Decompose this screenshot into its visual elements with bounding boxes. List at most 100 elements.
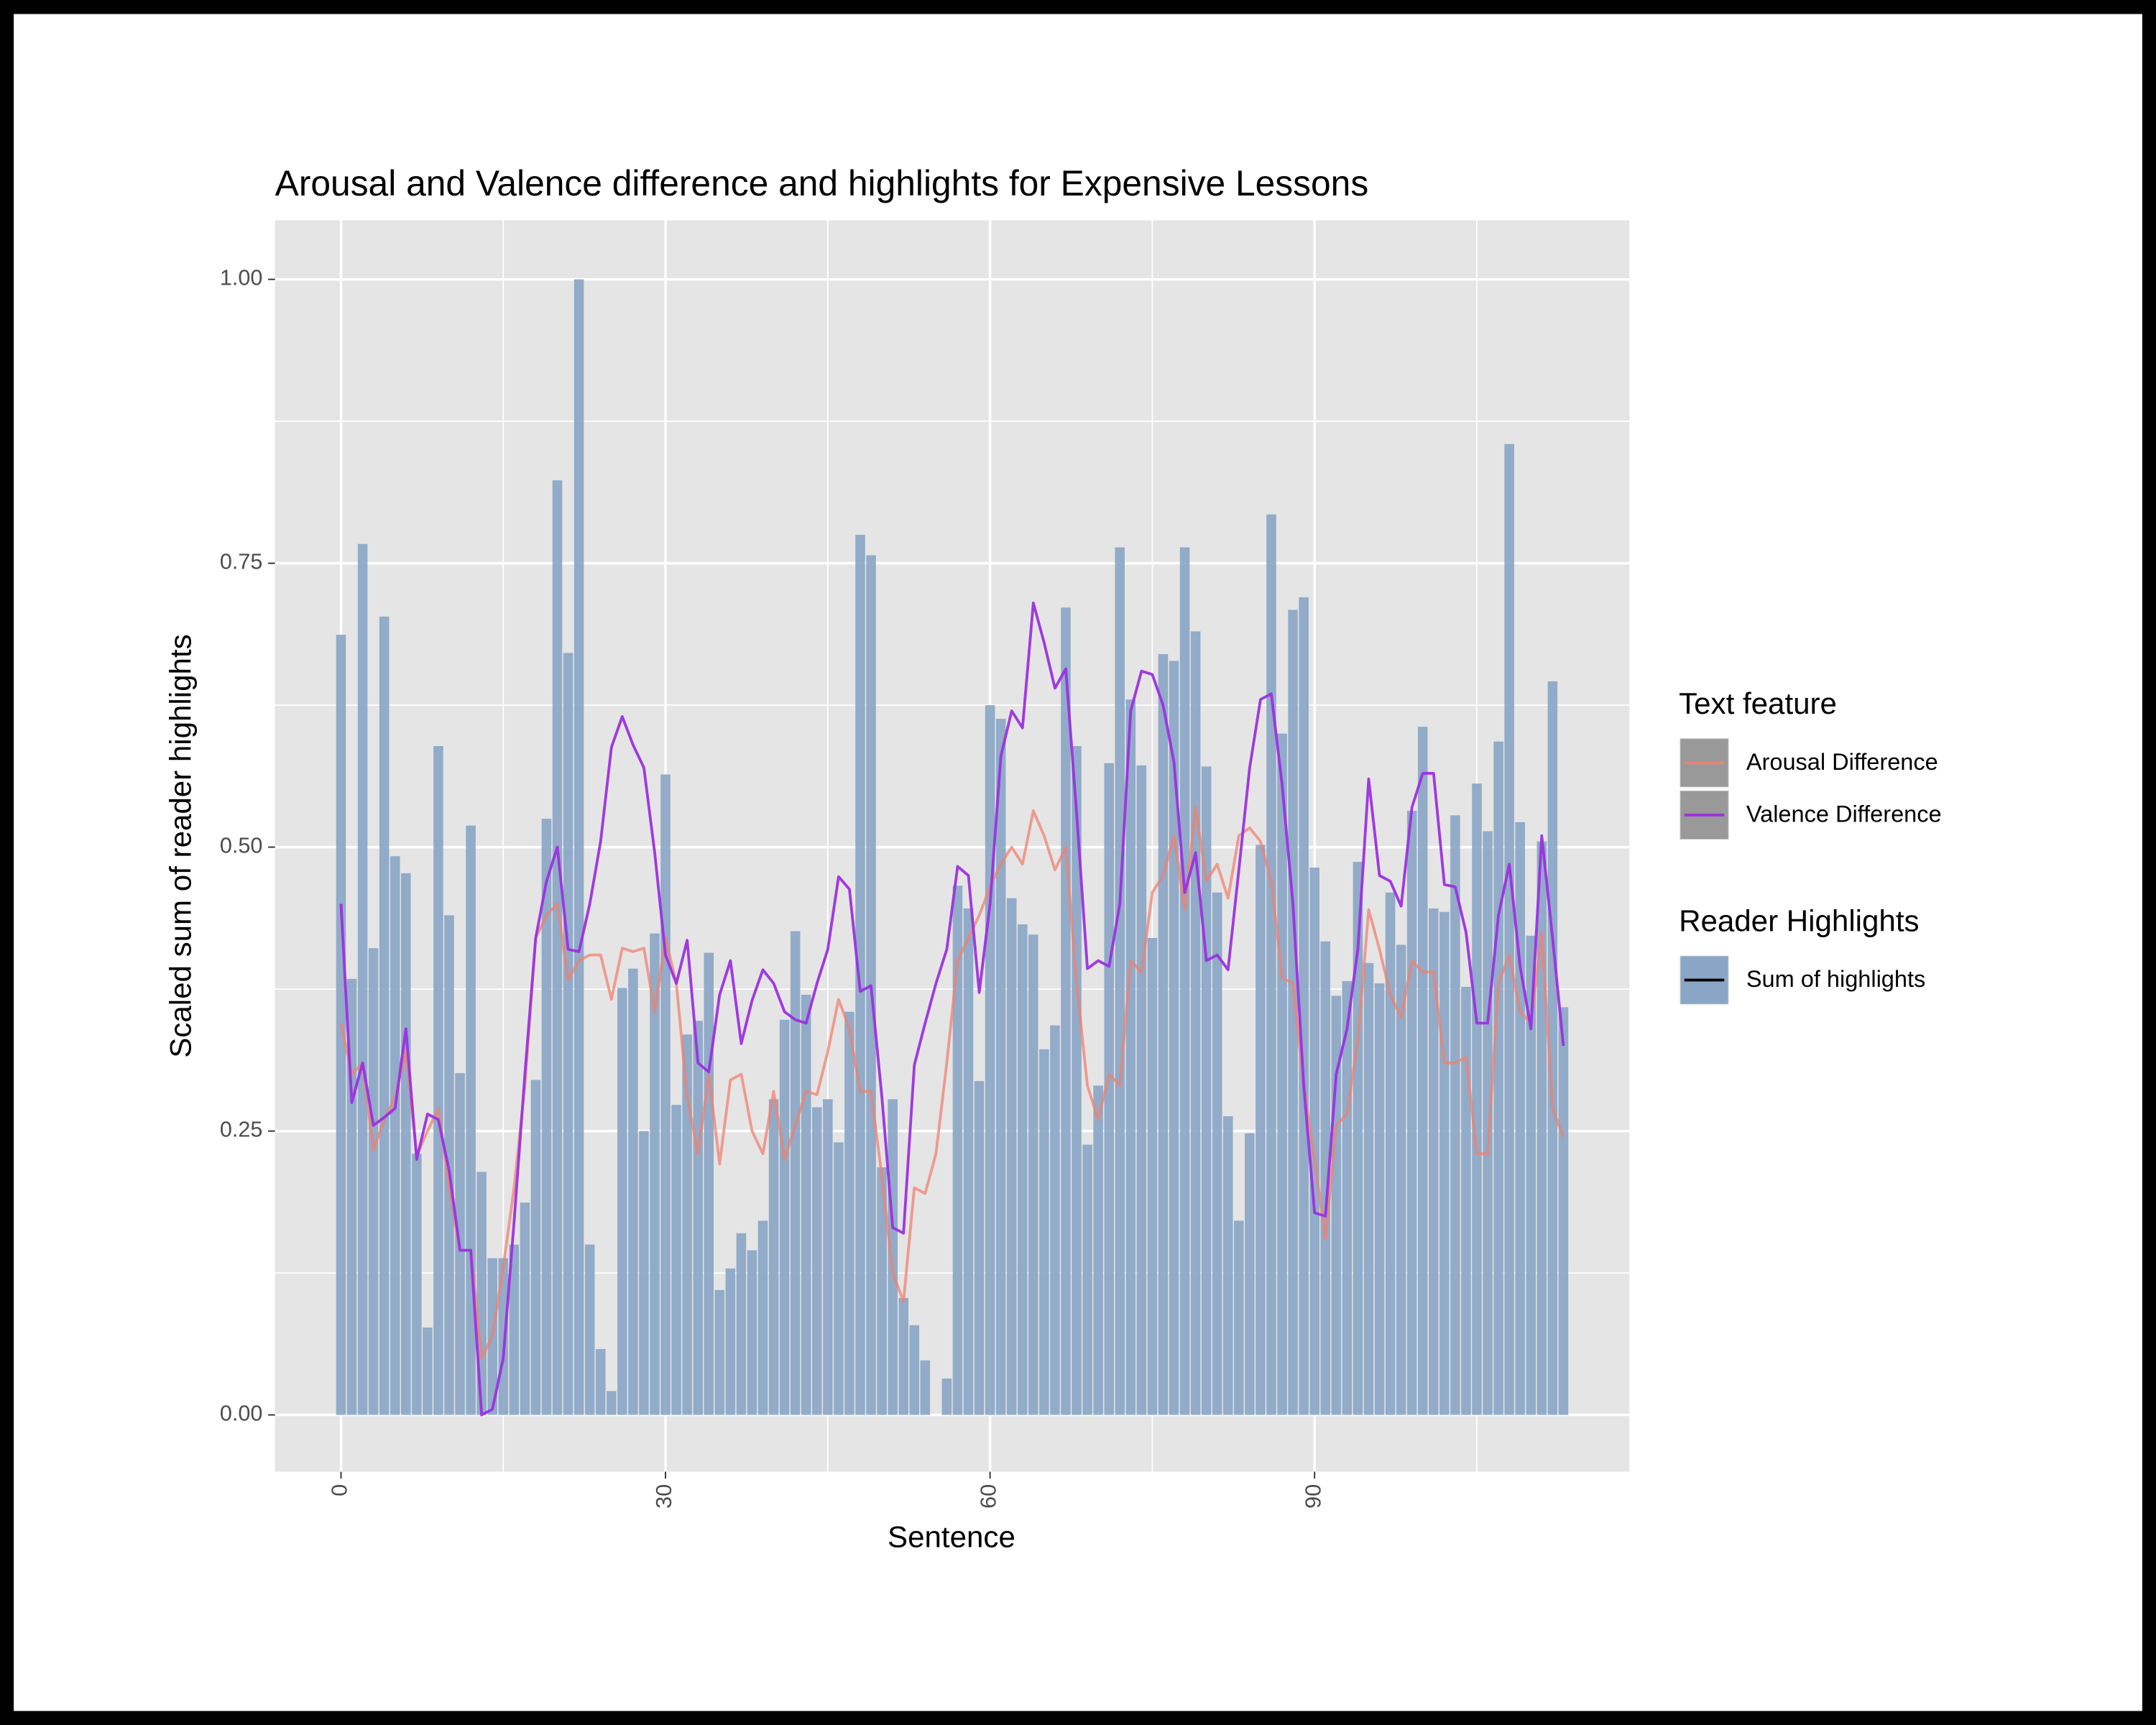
bar bbox=[790, 931, 801, 1415]
marks bbox=[336, 279, 1569, 1417]
bar bbox=[985, 705, 995, 1415]
bar bbox=[1374, 983, 1385, 1415]
bar bbox=[1212, 892, 1222, 1415]
bar bbox=[1299, 597, 1309, 1415]
y-tick-label: 0.75 bbox=[220, 550, 263, 574]
bar bbox=[1547, 681, 1558, 1415]
bar bbox=[714, 1289, 725, 1415]
legend-title: Text feature bbox=[1679, 686, 1837, 720]
bar bbox=[682, 1034, 692, 1415]
bar bbox=[639, 1131, 649, 1415]
bar bbox=[1493, 741, 1503, 1415]
line bbox=[339, 806, 1565, 1360]
bar bbox=[1450, 815, 1460, 1415]
legend-label: Sum of highlights bbox=[1746, 966, 1925, 992]
x-tick-label: 90 bbox=[1301, 1484, 1325, 1509]
bar bbox=[628, 968, 638, 1415]
bar bbox=[617, 988, 627, 1415]
bar bbox=[1125, 699, 1136, 1415]
bar bbox=[941, 1379, 952, 1415]
bar bbox=[1158, 654, 1169, 1415]
bar bbox=[1115, 547, 1125, 1415]
bar bbox=[823, 1099, 833, 1415]
x-tick-label: 0 bbox=[328, 1484, 352, 1496]
bar bbox=[1277, 733, 1287, 1415]
bar bbox=[877, 1167, 887, 1415]
bar bbox=[530, 1080, 541, 1415]
chart-title: Arousal and Valence difference and highl… bbox=[275, 163, 1369, 203]
bar bbox=[1147, 938, 1158, 1415]
bar bbox=[736, 1233, 747, 1415]
bar bbox=[1266, 514, 1276, 1415]
bar bbox=[1179, 547, 1190, 1415]
y-tick-label: 0.50 bbox=[220, 834, 263, 858]
bar bbox=[466, 825, 476, 1415]
bar bbox=[1461, 986, 1471, 1415]
bar bbox=[1504, 443, 1514, 1415]
bar bbox=[379, 616, 390, 1415]
bar bbox=[1385, 892, 1396, 1415]
bar bbox=[801, 995, 811, 1415]
x-tick-label: 30 bbox=[652, 1484, 676, 1509]
bar bbox=[357, 543, 368, 1415]
bar bbox=[963, 908, 974, 1415]
bar bbox=[920, 1360, 931, 1415]
bar bbox=[768, 1099, 779, 1415]
bar bbox=[1526, 935, 1537, 1415]
bar bbox=[520, 1202, 530, 1415]
bar bbox=[412, 1154, 422, 1415]
bar bbox=[563, 653, 573, 1415]
bar bbox=[1104, 763, 1114, 1415]
bar bbox=[346, 978, 357, 1415]
bar bbox=[812, 1107, 822, 1415]
bar bbox=[1537, 841, 1547, 1415]
bar bbox=[1082, 1144, 1092, 1415]
bar bbox=[1363, 962, 1374, 1415]
bar bbox=[1234, 1220, 1244, 1415]
bar bbox=[1417, 727, 1428, 1415]
bar bbox=[693, 1021, 703, 1415]
bar bbox=[1006, 898, 1017, 1415]
bar bbox=[650, 933, 660, 1415]
bar bbox=[671, 1105, 681, 1415]
bar bbox=[1223, 1116, 1233, 1415]
bar bbox=[1093, 1085, 1103, 1415]
line bbox=[339, 602, 1565, 1417]
bar bbox=[1072, 746, 1082, 1415]
y-axis-label: Scaled sum of reader highlights bbox=[164, 634, 198, 1057]
x-axis-label: Sentence bbox=[888, 1519, 1015, 1553]
bar bbox=[1256, 845, 1266, 1415]
bar bbox=[952, 886, 963, 1415]
bar bbox=[1439, 911, 1450, 1415]
bar bbox=[888, 1099, 898, 1415]
legend-label: Valence Difference bbox=[1746, 801, 1942, 827]
bar bbox=[974, 1081, 985, 1415]
legend-title: Reader Highlights bbox=[1679, 903, 1919, 937]
bar bbox=[552, 480, 563, 1415]
bar bbox=[1245, 1133, 1255, 1415]
bar bbox=[995, 719, 1006, 1415]
y-tick-label: 0.25 bbox=[220, 1118, 263, 1142]
bar bbox=[1050, 1025, 1060, 1415]
bar bbox=[855, 535, 865, 1415]
bar bbox=[433, 746, 443, 1415]
bar bbox=[584, 1244, 595, 1415]
bar bbox=[1136, 765, 1147, 1415]
bar bbox=[1558, 1007, 1569, 1415]
y-tick-label: 1.00 bbox=[220, 266, 263, 290]
legend-label: Arousal Difference bbox=[1746, 749, 1938, 775]
bar bbox=[834, 1142, 844, 1415]
bar bbox=[1028, 934, 1038, 1415]
bar bbox=[595, 1348, 606, 1415]
bar bbox=[1061, 607, 1071, 1415]
y-tick-label: 0.00 bbox=[220, 1402, 263, 1426]
bar bbox=[844, 1011, 854, 1415]
bar bbox=[1320, 941, 1331, 1415]
bar bbox=[1483, 831, 1493, 1415]
bar bbox=[1018, 924, 1028, 1415]
bar bbox=[779, 1019, 790, 1415]
bar bbox=[704, 952, 714, 1415]
bar bbox=[1515, 822, 1525, 1415]
